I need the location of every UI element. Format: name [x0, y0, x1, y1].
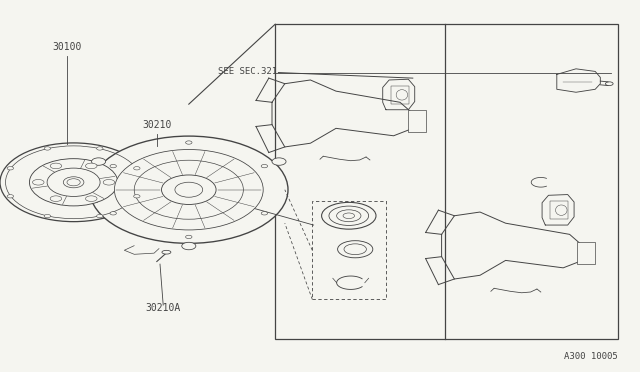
Ellipse shape: [344, 244, 367, 254]
Ellipse shape: [134, 195, 140, 198]
Bar: [391, 86, 409, 104]
Text: SEE SEC.321: SEE SEC.321: [218, 67, 276, 76]
Ellipse shape: [7, 195, 13, 198]
Ellipse shape: [337, 210, 361, 222]
Ellipse shape: [134, 160, 243, 219]
Ellipse shape: [33, 180, 44, 185]
Ellipse shape: [97, 214, 103, 218]
Ellipse shape: [115, 150, 263, 230]
Ellipse shape: [47, 168, 100, 196]
Ellipse shape: [103, 180, 115, 185]
Ellipse shape: [86, 196, 97, 201]
Ellipse shape: [182, 242, 196, 250]
Ellipse shape: [161, 175, 216, 205]
Ellipse shape: [272, 158, 286, 165]
Ellipse shape: [90, 136, 288, 243]
Ellipse shape: [605, 82, 613, 86]
Bar: [577, 242, 595, 264]
Bar: [312, 201, 386, 299]
Ellipse shape: [0, 143, 147, 222]
Ellipse shape: [110, 212, 116, 215]
Ellipse shape: [97, 147, 103, 150]
Ellipse shape: [110, 164, 116, 168]
Ellipse shape: [329, 206, 369, 225]
Ellipse shape: [86, 163, 97, 169]
Ellipse shape: [338, 241, 373, 258]
Ellipse shape: [44, 147, 51, 150]
Bar: [550, 201, 568, 219]
Bar: [408, 110, 426, 132]
Ellipse shape: [261, 164, 268, 168]
Ellipse shape: [186, 141, 192, 144]
Ellipse shape: [134, 167, 140, 170]
Text: 30100: 30100: [52, 42, 82, 52]
Ellipse shape: [186, 235, 192, 238]
Ellipse shape: [44, 214, 51, 218]
Ellipse shape: [261, 212, 268, 215]
Ellipse shape: [581, 251, 591, 256]
Ellipse shape: [322, 202, 376, 229]
Bar: [275, 24, 618, 339]
Text: 30210: 30210: [142, 120, 172, 130]
Ellipse shape: [29, 159, 118, 206]
Ellipse shape: [7, 167, 13, 170]
Ellipse shape: [162, 250, 171, 254]
Ellipse shape: [50, 196, 61, 201]
Ellipse shape: [92, 158, 106, 165]
Ellipse shape: [412, 118, 422, 124]
Ellipse shape: [50, 163, 61, 169]
Text: A300 10005: A300 10005: [564, 352, 618, 361]
Text: 30210A: 30210A: [145, 302, 181, 312]
